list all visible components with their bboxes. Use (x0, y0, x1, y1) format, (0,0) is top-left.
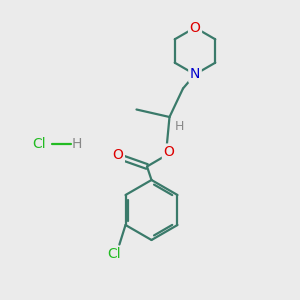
Text: O: O (190, 21, 200, 34)
Text: Cl: Cl (107, 247, 121, 260)
Text: Cl: Cl (32, 137, 46, 151)
Text: O: O (112, 148, 123, 162)
Text: N: N (190, 68, 200, 81)
Text: H: H (71, 137, 82, 151)
Text: O: O (164, 145, 174, 159)
Text: H: H (175, 120, 184, 133)
